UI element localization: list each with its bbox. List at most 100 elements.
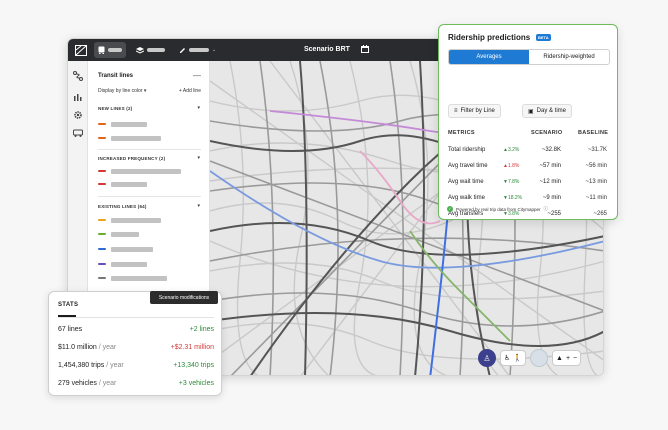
section-header-existing: EXISTING LINES (64) bbox=[98, 204, 147, 209]
filter-by-line-button[interactable]: ≡ Filter by Line bbox=[448, 104, 501, 118]
stat-value: $11.0 million bbox=[58, 344, 97, 351]
line-item[interactable] bbox=[98, 231, 139, 237]
gear-icon[interactable] bbox=[73, 110, 83, 120]
metric-label: Total ridership bbox=[448, 147, 486, 153]
chevron-down-icon: ⌄ bbox=[212, 47, 217, 53]
display-by-select[interactable]: Display by line color ▾ bbox=[98, 88, 147, 94]
zoom-out-icon[interactable]: − bbox=[573, 354, 578, 362]
divider bbox=[58, 317, 214, 318]
bar-chart-icon[interactable] bbox=[73, 92, 83, 102]
line-name bbox=[111, 181, 147, 187]
metric-scenario: ~32.8K bbox=[541, 147, 561, 153]
metric-baseline: ~11 min bbox=[585, 195, 607, 201]
filter-by-line-label: Filter by Line bbox=[460, 108, 495, 114]
day-time-button[interactable]: ▣ Day & time bbox=[522, 104, 573, 118]
zoom-controls: ▲ + − bbox=[552, 350, 582, 366]
lines-mode-button[interactable] bbox=[94, 42, 126, 58]
metric-label: Avg travel time bbox=[448, 163, 488, 169]
stat-delta: +3 vehicles bbox=[178, 380, 214, 387]
lines-mode-label bbox=[108, 48, 122, 52]
metric-baseline: ~265 bbox=[593, 211, 607, 217]
collapse-icon[interactable]: — bbox=[193, 71, 201, 80]
scenario-title: Scenario BRT bbox=[304, 46, 350, 53]
line-item[interactable] bbox=[98, 217, 161, 223]
line-swatch bbox=[98, 122, 106, 126]
card-title: Ridership predictions bbox=[448, 33, 531, 42]
chevron-down-icon[interactable]: ▾ bbox=[197, 203, 200, 209]
line-swatch bbox=[98, 262, 106, 266]
vehicle-icon[interactable] bbox=[73, 128, 83, 138]
col-metrics: METRICS bbox=[448, 130, 475, 136]
line-item[interactable] bbox=[98, 168, 181, 174]
beta-badge: BETA bbox=[536, 34, 551, 41]
layers-label bbox=[147, 48, 165, 52]
tab-averages[interactable]: Averages bbox=[449, 50, 529, 64]
averaging-toggle: Averages Ridership-weighted bbox=[448, 49, 610, 65]
stat-unit: / year bbox=[96, 344, 117, 351]
line-item[interactable] bbox=[98, 261, 147, 267]
stat-delta: +13,340 trips bbox=[173, 362, 214, 369]
stat-value: 1,454,380 trips bbox=[58, 362, 105, 369]
line-name bbox=[111, 121, 147, 127]
metric-scenario: ~12 min bbox=[539, 179, 561, 185]
metric-row: Avg wait time ▼7.8% ~12 min ~13 min bbox=[448, 179, 613, 191]
walk-icon: 🚶 bbox=[513, 355, 522, 362]
metric-baseline: ~31.7K bbox=[587, 147, 607, 153]
metric-scenario: ~255 bbox=[547, 211, 561, 217]
line-item[interactable] bbox=[98, 275, 167, 281]
info-icon[interactable]: ⓘ bbox=[543, 206, 549, 211]
ridership-predictions-card: Ridership predictions BETA Averages Ride… bbox=[438, 24, 618, 220]
line-swatch bbox=[98, 136, 106, 140]
chevron-down-icon[interactable]: ▾ bbox=[197, 105, 200, 111]
line-swatch bbox=[98, 276, 106, 280]
chevron-down-icon[interactable]: ▾ bbox=[197, 155, 200, 161]
metric-baseline: ~56 min bbox=[585, 163, 607, 169]
line-item[interactable] bbox=[98, 246, 153, 252]
line-name bbox=[111, 261, 147, 267]
calendar-icon[interactable] bbox=[361, 45, 369, 53]
line-swatch bbox=[98, 218, 106, 222]
active-tab-indicator bbox=[58, 315, 76, 317]
line-name bbox=[111, 275, 167, 281]
zoom-in-icon[interactable]: + bbox=[565, 354, 571, 362]
metric-row: Total ridership ▲3.2% ~32.8K ~31.7K bbox=[448, 147, 613, 159]
filter-icon: ≡ bbox=[454, 108, 458, 114]
panel-title: Transit lines bbox=[98, 73, 134, 79]
powered-by-note: ✓ Powered by real trip data from Citymap… bbox=[447, 206, 548, 212]
line-name bbox=[111, 168, 181, 174]
tab-ridership-weighted[interactable]: Ridership-weighted bbox=[543, 54, 595, 60]
powered-by-text: Powered by real trip data from Citymappe… bbox=[456, 206, 541, 212]
person-icon[interactable]: ♙ bbox=[478, 349, 496, 367]
bus-icon bbox=[98, 46, 105, 54]
day-time-label: Day & time bbox=[536, 108, 567, 114]
app-logo-icon[interactable] bbox=[74, 44, 88, 56]
section-header-frequency: INCREASED FREQUENCY (2) bbox=[98, 156, 166, 161]
pencil-icon bbox=[180, 47, 185, 53]
stats-card: STATS 67 lines +2 lines $11.0 million / … bbox=[48, 291, 222, 396]
metric-scenario: ~57 min bbox=[539, 163, 561, 169]
accessibility-toggle[interactable]: ♿ 🚶 bbox=[500, 350, 526, 366]
map-controls: ♙ ♿ 🚶 ▲ + − bbox=[478, 349, 582, 367]
line-swatch bbox=[98, 182, 106, 186]
basemap-icon[interactable] bbox=[530, 349, 548, 367]
metric-scenario: ~9 min bbox=[542, 195, 561, 201]
line-name bbox=[111, 217, 161, 223]
edit-button[interactable]: ⌄ bbox=[175, 42, 220, 58]
line-name bbox=[111, 231, 139, 237]
add-line-button[interactable]: + Add line bbox=[178, 88, 201, 94]
stats-tab[interactable]: STATS bbox=[58, 302, 79, 308]
line-item[interactable] bbox=[98, 135, 161, 141]
layers-icon bbox=[136, 46, 144, 54]
stat-value: 279 vehicles bbox=[58, 380, 97, 387]
line-name bbox=[111, 246, 153, 252]
line-item[interactable] bbox=[98, 121, 147, 127]
line-item[interactable] bbox=[98, 181, 147, 187]
layers-button[interactable] bbox=[132, 42, 169, 58]
line-swatch bbox=[98, 247, 106, 251]
metric-delta: ▲3.2% bbox=[503, 147, 520, 153]
col-baseline: BASELINE bbox=[578, 130, 609, 136]
route-icon[interactable] bbox=[73, 71, 83, 81]
metric-label: Avg walk time bbox=[448, 195, 485, 201]
compass-icon[interactable]: ▲ bbox=[556, 354, 563, 362]
